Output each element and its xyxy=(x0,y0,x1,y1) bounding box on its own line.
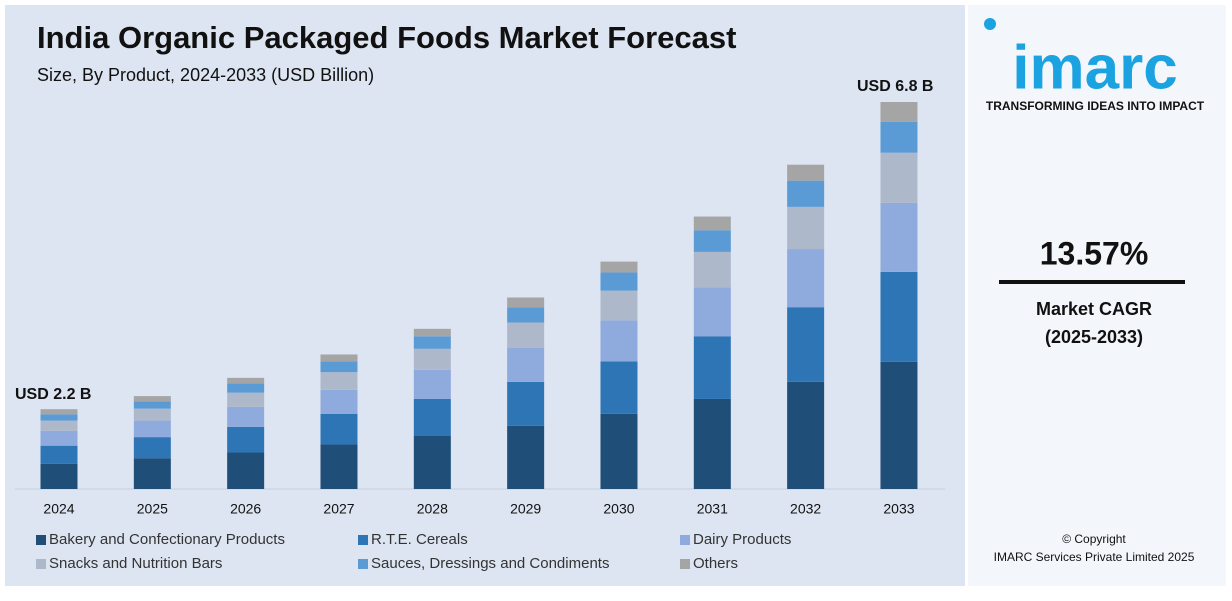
cagr-label: (2025-2033) xyxy=(1045,327,1143,347)
bar-segment xyxy=(507,347,545,382)
bar-segment xyxy=(600,320,638,362)
legend-swatch xyxy=(36,535,46,545)
x-tick-label: 2031 xyxy=(697,501,728,517)
bar-segment xyxy=(787,249,825,308)
legend-swatch xyxy=(358,535,368,545)
bar-segment xyxy=(133,396,171,402)
bar-segment xyxy=(40,463,78,489)
bar-segment xyxy=(413,369,451,399)
logo-dot xyxy=(984,18,996,30)
legend-label: Dairy Products xyxy=(693,531,791,548)
bar-segment xyxy=(413,398,451,436)
x-tick-label: 2027 xyxy=(323,501,354,517)
bar-segment xyxy=(880,271,918,362)
bar-segment xyxy=(227,392,265,407)
x-tick-label: 2030 xyxy=(603,501,634,517)
bar-segment xyxy=(227,383,265,393)
chart-title: India Organic Packaged Foods Market Fore… xyxy=(37,20,736,55)
cagr-value: 13.57% xyxy=(1040,235,1149,271)
x-tick-label: 2033 xyxy=(883,501,914,517)
bar-segment xyxy=(40,430,78,446)
bar-segment xyxy=(133,458,171,489)
bar-segment xyxy=(507,297,545,308)
bar-segment xyxy=(320,413,358,445)
bar-segment xyxy=(787,206,825,250)
x-tick-label: 2029 xyxy=(510,501,541,517)
bar-segment xyxy=(880,361,918,489)
bar-segment xyxy=(600,261,638,273)
x-tick-label: 2032 xyxy=(790,501,821,517)
logo: imarc xyxy=(1012,33,1177,102)
bar-segment xyxy=(880,152,918,203)
legend-swatch xyxy=(680,559,690,569)
bar-segment xyxy=(320,389,358,414)
legend-label: Bakery and Confectionary Products xyxy=(49,531,285,548)
bar-segment xyxy=(880,102,918,122)
legend-label: Sauces, Dressings and Condiments xyxy=(371,555,609,572)
bar-segment xyxy=(693,287,731,337)
bar-segment xyxy=(507,322,545,348)
bar-segment xyxy=(227,426,265,453)
bar-segment xyxy=(600,272,638,291)
x-tick-label: 2026 xyxy=(230,501,261,517)
bar-segment xyxy=(320,361,358,373)
legend-label: Snacks and Nutrition Bars xyxy=(49,555,222,572)
bar-segment xyxy=(787,180,825,207)
bar-segment xyxy=(133,437,171,459)
bar-segment xyxy=(413,328,451,337)
bar-segment xyxy=(787,381,825,489)
bar-segment xyxy=(693,251,731,288)
cagr-label: Market CAGR xyxy=(1036,299,1152,319)
legend-swatch xyxy=(36,559,46,569)
bar-segment xyxy=(40,420,78,431)
bar-segment xyxy=(40,414,78,421)
bar-segment xyxy=(507,425,545,489)
bar-segment xyxy=(693,230,731,252)
legend-label: Others xyxy=(693,555,738,572)
bar-segment xyxy=(880,121,918,153)
legend-swatch xyxy=(680,535,690,545)
annotation: USD 2.2 B xyxy=(15,386,91,403)
bar-segment xyxy=(413,435,451,489)
bar-segment xyxy=(320,354,358,362)
bar-segment xyxy=(787,164,825,181)
bar-segment xyxy=(133,401,171,409)
x-tick-label: 2024 xyxy=(43,501,74,517)
legend-label: R.T.E. Cereals xyxy=(371,531,468,548)
chart-subtitle: Size, By Product, 2024-2033 (USD Billion… xyxy=(37,65,374,85)
bar-segment xyxy=(320,444,358,489)
x-tick-label: 2025 xyxy=(137,501,168,517)
bar-segment xyxy=(787,307,825,382)
bar-segment xyxy=(693,216,731,231)
sidebar-background xyxy=(968,5,1226,586)
bar-segment xyxy=(413,348,451,370)
copyright: © Copyright xyxy=(1062,532,1126,546)
bar-segment xyxy=(40,409,78,415)
bar-segment xyxy=(227,452,265,489)
bar-segment xyxy=(413,336,451,349)
bar-segment xyxy=(133,408,171,421)
legend-swatch xyxy=(358,559,368,569)
tagline: TRANSFORMING IDEAS INTO IMPACT xyxy=(986,99,1205,113)
bar-segment xyxy=(320,372,358,390)
bar-segment xyxy=(507,381,545,426)
bar-segment xyxy=(600,361,638,414)
x-tick-label: 2028 xyxy=(417,501,448,517)
bar-segment xyxy=(600,413,638,489)
bar-segment xyxy=(693,336,731,399)
bar-segment xyxy=(693,398,731,489)
bar-segment xyxy=(600,290,638,321)
copyright: IMARC Services Private Limited 2025 xyxy=(994,550,1195,564)
annotation: USD 6.8 B xyxy=(857,78,933,95)
bar-segment xyxy=(227,406,265,427)
bar-segment xyxy=(40,445,78,464)
bar-segment xyxy=(507,307,545,323)
bar-segment xyxy=(880,202,918,272)
bar-segment xyxy=(133,420,171,438)
bar-segment xyxy=(227,377,265,384)
